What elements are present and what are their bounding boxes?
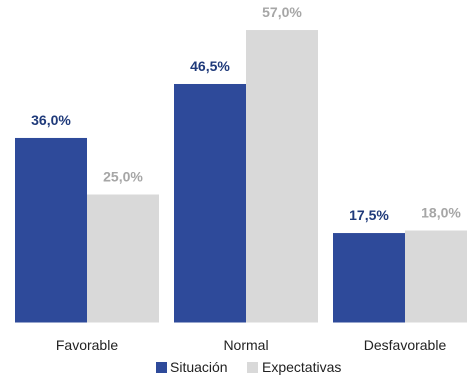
bar-expectativas-desfavorable (405, 230, 467, 323)
bar-expectativas-favorable (87, 194, 159, 323)
bar-situacion-favorable (15, 137, 87, 323)
value-label-situacion-desfavorable: 17,5% (349, 207, 389, 223)
bars-group (15, 30, 467, 324)
category-label-favorable: Favorable (56, 337, 118, 353)
legend-label-expectativas: Expectativas (262, 359, 341, 375)
category-label-normal: Normal (223, 337, 268, 353)
category-label-desfavorable: Desfavorable (364, 337, 447, 353)
legend-swatch-situacion (156, 362, 167, 373)
legend-swatch-expectativas (247, 362, 258, 373)
category-labels-group: Favorable Normal Desfavorable (56, 337, 447, 353)
bar-expectativas-normal (246, 30, 318, 324)
legend-label-situacion: Situación (170, 359, 228, 375)
value-label-expectativas-favorable: 25,0% (103, 169, 143, 185)
value-label-situacion-normal: 46,5% (190, 58, 230, 74)
bar-situacion-desfavorable (333, 233, 405, 323)
value-label-expectativas-normal: 57,0% (262, 4, 302, 20)
value-label-situacion-favorable: 36,0% (31, 112, 71, 128)
bar-situacion-normal (174, 83, 246, 324)
value-labels-group: 36,0% 25,0% 46,5% 57,0% 17,5% 18,0% (31, 4, 461, 223)
value-label-expectativas-desfavorable: 18,0% (421, 204, 461, 220)
legend: Situación Expectativas (156, 359, 341, 375)
